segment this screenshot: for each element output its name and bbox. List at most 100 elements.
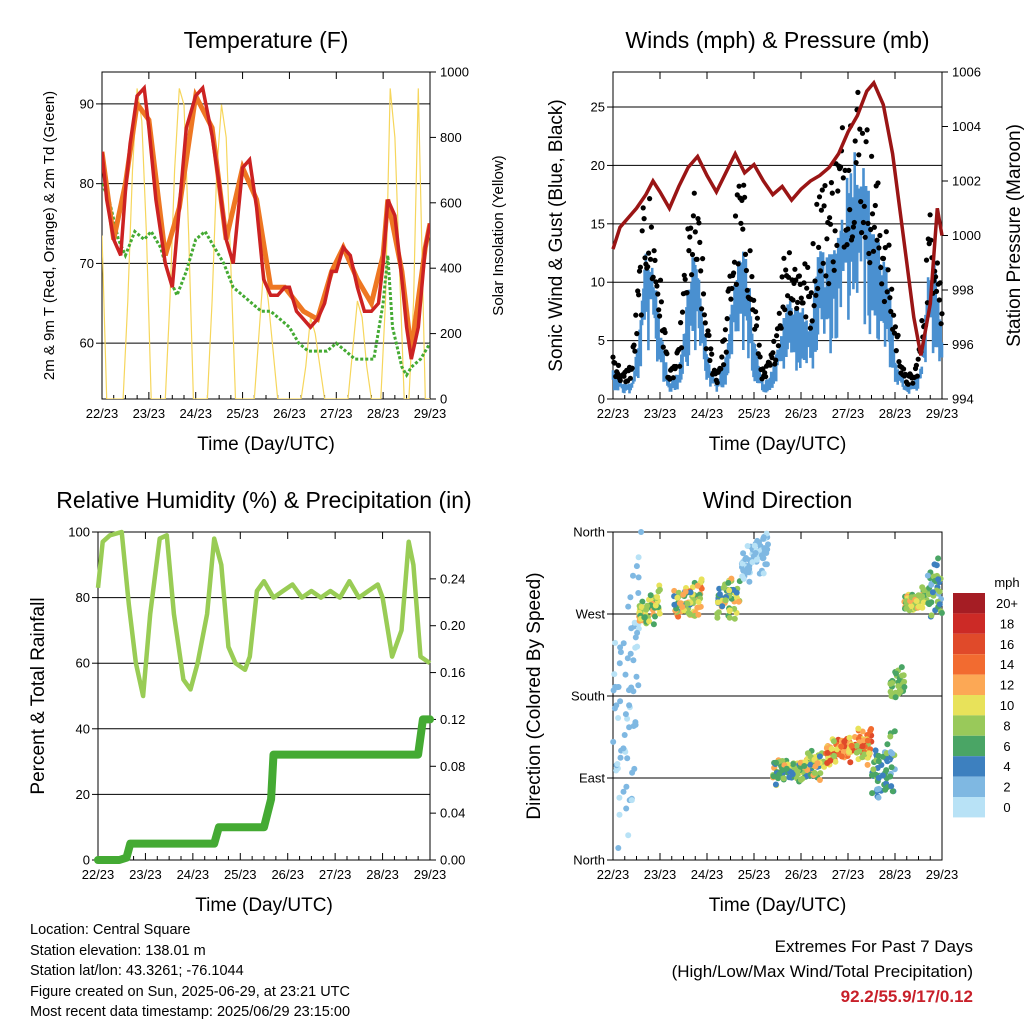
direction-xlabel: Time (Day/UTC) <box>709 895 847 916</box>
gust-point <box>636 292 642 298</box>
gust-point <box>796 273 803 279</box>
humidity-ytick-label: 80 <box>76 590 90 605</box>
direction-point <box>938 610 945 616</box>
gust-point <box>850 224 857 230</box>
direction-point <box>901 684 908 690</box>
speed-legend-label: 6 <box>1003 739 1010 754</box>
direction-point <box>615 845 622 851</box>
winds-xtick-label: 28/23 <box>879 406 912 421</box>
direction-point <box>630 572 636 579</box>
direction-point <box>632 634 639 641</box>
gust-point <box>938 321 944 327</box>
direction-panel: 22/23 23/23 24/23 25/23 26/23 27/23 28/23 29/23… <box>524 487 1020 916</box>
gust-point <box>642 255 648 261</box>
direction-point <box>671 587 678 594</box>
gust-point <box>816 194 823 200</box>
gust-point <box>706 332 712 338</box>
direction-point <box>749 559 756 566</box>
gust-point <box>754 315 761 321</box>
gust-point <box>884 289 890 295</box>
gust-point <box>660 344 666 350</box>
gust-point <box>687 234 693 240</box>
gust-point <box>736 183 742 189</box>
gust-point <box>864 127 870 133</box>
winds-xtick-label: 24/23 <box>691 406 724 421</box>
gust-point <box>696 220 702 226</box>
gust-point <box>778 325 784 331</box>
gust-point <box>852 138 858 144</box>
humidity-y2tick-label: 0.04 <box>440 806 465 821</box>
direction-point <box>772 781 779 788</box>
direction-point <box>610 738 617 745</box>
speed-legend-label: 20+ <box>996 596 1018 611</box>
speed-legend-swatch <box>953 593 985 614</box>
gust-points <box>610 89 945 387</box>
direction-point <box>828 746 835 752</box>
gust-point <box>847 207 853 213</box>
gust-point <box>793 277 799 283</box>
direction-point <box>687 589 694 596</box>
direction-ytick-label: North <box>573 525 605 540</box>
direction-point <box>760 555 767 561</box>
direction-point <box>892 689 899 696</box>
winds-y2tick-label: 1000 <box>952 228 981 243</box>
direction-point <box>801 763 808 769</box>
gust-point <box>690 213 697 219</box>
gust-point <box>880 255 887 262</box>
speed-legend-swatch <box>953 797 985 818</box>
direction-point <box>879 753 886 760</box>
gust-point <box>875 180 881 186</box>
sonic-wind-band <box>611 152 944 394</box>
gust-point <box>756 342 762 348</box>
direction-point <box>840 748 847 755</box>
gust-point <box>842 167 848 173</box>
direction-point <box>714 610 721 617</box>
gust-point <box>816 244 822 250</box>
temperature-xtick-label: 22/23 <box>86 406 119 421</box>
humidity-xtick-label: 23/23 <box>129 867 162 882</box>
direction-point <box>632 721 639 728</box>
direction-point <box>697 603 704 610</box>
direction-point <box>695 599 702 605</box>
gust-point <box>914 373 920 379</box>
direction-point <box>628 797 635 804</box>
most-recent-data: Most recent data timestamp: 2025/06/29 2… <box>30 1004 351 1020</box>
direction-point <box>864 761 871 768</box>
direction-point <box>751 542 758 549</box>
direction-point <box>735 598 742 605</box>
direction-point <box>612 639 619 646</box>
direction-point <box>745 566 752 573</box>
gust-point <box>876 245 882 251</box>
direction-point <box>779 767 786 774</box>
winds-ytick-label: 10 <box>591 275 605 290</box>
speed-legend-swatch <box>953 613 985 634</box>
gust-point <box>721 362 727 368</box>
humidity-y2tick-label: 0.20 <box>440 618 465 633</box>
direction-point <box>621 732 628 738</box>
temperature-ylabel: 2m & 9m T (Red, Orange) & 2m Td (Green) <box>41 91 58 380</box>
direction-xtick-label: 23/23 <box>644 867 677 882</box>
temperature-ytick-label: 60 <box>80 336 94 351</box>
direction-point <box>627 650 634 657</box>
gust-point <box>785 293 791 299</box>
direction-point <box>656 610 663 617</box>
speed-legend-label: 0 <box>1003 800 1010 815</box>
direction-xtick-label: 22/23 <box>597 867 630 882</box>
direction-point <box>682 588 689 595</box>
humidity-xtick-label: 28/23 <box>366 867 399 882</box>
humidity-xtick-label: 29/23 <box>414 867 447 882</box>
gust-point <box>774 333 780 339</box>
direction-point <box>924 572 931 579</box>
direction-point <box>624 755 631 762</box>
gust-point <box>632 348 638 354</box>
direction-point <box>726 614 733 621</box>
temperature-xtick-label: 29/23 <box>414 406 447 421</box>
direction-point <box>838 753 845 760</box>
gust-point <box>824 236 830 242</box>
gust-point <box>724 316 730 322</box>
gust-point <box>657 313 663 319</box>
humidity-y2tick-label: 0.16 <box>440 665 465 680</box>
direction-point <box>853 749 860 756</box>
winds-xtick-label: 22/23 <box>597 406 630 421</box>
speed-legend-swatch <box>953 654 985 675</box>
